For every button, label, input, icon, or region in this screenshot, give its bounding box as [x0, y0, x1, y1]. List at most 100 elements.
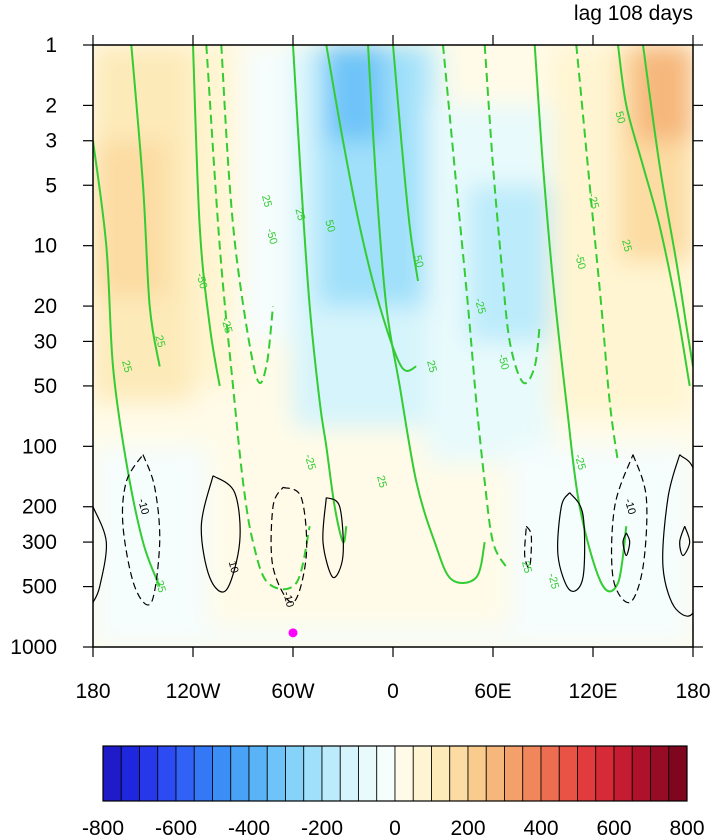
colorbar-swatch: [230, 745, 250, 802]
contour-label: -25: [572, 453, 588, 471]
contour-label: 50: [612, 110, 627, 125]
colorbar-swatch: [102, 745, 122, 802]
contour-label: 50: [411, 254, 426, 269]
y-tick-label: 300: [22, 531, 57, 554]
y-tick-label: 100: [22, 435, 57, 458]
contour-label: -25: [219, 316, 235, 334]
contour-line-green: [325, 45, 417, 372]
colorbar-label: -800: [82, 817, 124, 838]
colorbar-frame: [102, 745, 688, 802]
contour-line-black: [322, 497, 344, 579]
colorbar-swatch: [394, 745, 414, 802]
contour-label: 25: [519, 560, 534, 575]
contour-label: 50: [322, 219, 337, 234]
colorbar-swatch: [577, 745, 597, 802]
contour-line-green: [292, 45, 348, 544]
marker-dot: [288, 628, 298, 638]
x-axis: 180 120W 60W 0 60E 120E 180: [75, 35, 711, 703]
contour-line-black: [679, 525, 691, 557]
colorbar-swatch: [412, 745, 432, 802]
contour-label: 10: [226, 560, 241, 575]
colorbar-swatch: [558, 745, 578, 802]
colorbar-label: 400: [523, 817, 558, 838]
y-tick-label: 3: [45, 130, 57, 153]
y-tick-label: 2: [45, 94, 57, 117]
x-tick-label: 180: [675, 680, 710, 703]
contour-line-black: [523, 525, 533, 569]
contour-line-green: [220, 45, 274, 384]
contour-line-green: [533, 45, 628, 593]
colorbar-swatch: [595, 745, 615, 802]
colorbar-label: -600: [155, 817, 197, 838]
y-tick-label: 5: [45, 174, 57, 197]
contour-label: 25: [619, 238, 634, 253]
contour-lines: [93, 45, 693, 617]
colorbar-swatch: [266, 745, 286, 802]
contour-line-green: [642, 45, 693, 367]
contour-label: -50: [194, 272, 210, 290]
contour-line-green: [392, 45, 419, 282]
contour-label: -50: [495, 353, 511, 371]
contour-label: -10: [280, 590, 296, 608]
colorbar-swatch: [303, 745, 323, 802]
contour-label: -25: [472, 297, 488, 315]
y-tick-label: 1: [45, 34, 57, 57]
contour-label: -50: [264, 227, 280, 245]
shading-region: [509, 446, 693, 628]
colorbar-swatch: [631, 745, 651, 802]
x-tick-label: 120E: [568, 680, 617, 703]
contour-label: -10: [135, 497, 151, 515]
colorbar-swatch: [431, 745, 451, 802]
colorbar-swatch: [157, 745, 177, 802]
contour-line-green: [130, 45, 161, 367]
contour-line-black: [557, 492, 586, 592]
y-tick-label: 10: [34, 235, 57, 258]
shading-blur-group: [93, 45, 693, 647]
colorbar: -800 -600 -400 -200 0 200 400 600 800: [82, 745, 705, 838]
colorbar-swatch: [650, 745, 670, 802]
colorbar-swatch: [376, 745, 396, 802]
contour-line-black: [610, 454, 648, 604]
y-axis: 1 2 3 5 10 20 30 50 100 200 300 500 1000: [10, 34, 703, 659]
contour-label: 25: [259, 194, 274, 209]
colorbar-label: 0: [389, 817, 401, 838]
contour-line-black: [662, 454, 693, 617]
contour-label: 25: [292, 207, 307, 222]
contour-line-green: [483, 45, 541, 385]
contour-label: 25: [374, 474, 389, 489]
contour-label: 25: [424, 359, 439, 374]
y-tick-label: 200: [22, 496, 57, 519]
contour-label: -50: [572, 252, 588, 270]
colorbar-swatch: [321, 745, 341, 802]
contour-label: -25: [302, 453, 318, 471]
x-tick-label: 0: [387, 680, 399, 703]
colorbar-swatch: [467, 745, 487, 802]
contour-line-green: [93, 140, 161, 587]
y-tick-label: 30: [34, 330, 57, 353]
shaded-field: [93, 45, 693, 647]
colorbar-swatch: [449, 745, 469, 802]
shading-region: [93, 446, 210, 647]
colorbar-label: 200: [450, 817, 485, 838]
contour-line-black: [200, 475, 241, 593]
contour-line-black: [270, 486, 308, 604]
contour-line-green: [205, 45, 311, 591]
y-tick-label: 20: [34, 295, 57, 318]
y-tick-label: 50: [34, 375, 57, 398]
contour-label: -10: [622, 497, 638, 515]
colorbar-swatch: [358, 745, 378, 802]
contour-line-black: [93, 506, 108, 603]
contour-label: -25: [152, 576, 168, 594]
x-tick-label: 180: [75, 680, 110, 703]
shading-region: [326, 45, 385, 141]
colorbar-swatch: [485, 745, 505, 802]
contour-line-green: [617, 45, 691, 387]
colorbar-swatch: [120, 745, 140, 802]
colorbar-swatch: [613, 745, 633, 802]
shading-region: [93, 627, 693, 647]
colorbar-swatch: [339, 745, 359, 802]
contour-line-black: [121, 454, 161, 606]
y-tick-label: 500: [22, 576, 57, 599]
shading-region: [93, 140, 168, 297]
contour-line-green: [367, 45, 486, 584]
